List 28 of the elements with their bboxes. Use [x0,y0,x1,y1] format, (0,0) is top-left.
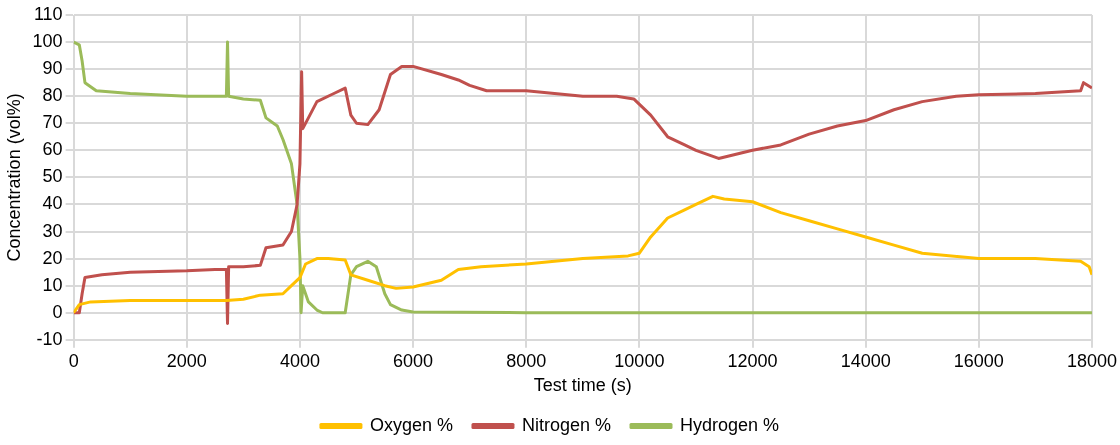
legend-label: Nitrogen % [521,414,612,435]
y-tick-label: -10 [36,328,63,349]
y-tick-label: 110 [33,3,63,24]
x-tick-label: 8000 [506,350,547,371]
x-tick-label: 14000 [840,350,891,371]
x-tick-label: 6000 [393,350,434,371]
x-tick-label: 0 [68,350,79,371]
y-tick-label: 90 [42,58,63,79]
y-axis-title: Concentration (vol%) [3,93,24,262]
x-tick-label: 18000 [1066,350,1117,371]
legend-label: Oxygen % [369,414,453,435]
y-tick-label: 100 [32,31,63,52]
y-tick-label: 60 [42,139,63,160]
y-tick-label: 30 [42,220,63,241]
x-tick-label: 12000 [727,350,778,371]
y-tick-label: 80 [42,85,63,106]
x-tick-label: 2000 [166,350,207,371]
y-tick-label: 50 [42,166,63,187]
x-tick-label: 10000 [614,350,665,371]
y-tick-label: 70 [42,112,63,133]
x-axis-title: Test time (s) [533,375,632,396]
x-tick-label: 16000 [953,350,1004,371]
y-tick-label: 40 [42,193,63,214]
y-tick-label: 10 [42,274,63,295]
legend-label: Hydrogen % [680,414,780,435]
x-tick-label: 4000 [279,350,320,371]
y-tick-label: 20 [42,247,63,268]
y-tick-label: 0 [52,301,63,322]
